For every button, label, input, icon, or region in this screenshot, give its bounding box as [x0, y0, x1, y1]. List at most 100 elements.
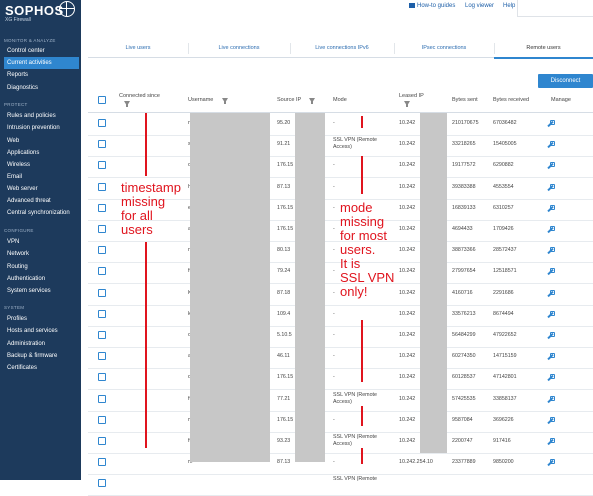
brand-logo[interactable]: SOPHOS XG Firewall: [5, 3, 64, 23]
row-checkbox[interactable]: [98, 225, 106, 233]
manage-disconnect-icon[interactable]: [547, 353, 555, 360]
select-all-checkbox[interactable]: [98, 96, 106, 104]
sidebar-item-system-services[interactable]: System services: [7, 288, 51, 294]
table-row[interactable]: ft 79.24 - 10.242 27997654 12518571: [88, 261, 593, 285]
table-row[interactable]: K 87.18 - 10.242 4160716 2291686: [88, 283, 593, 306]
sidebar-item-rules[interactable]: Rules and policies: [7, 113, 56, 119]
row-checkbox[interactable]: [98, 437, 106, 445]
manage-disconnect-icon[interactable]: [547, 332, 555, 339]
tab-ipsec-connections[interactable]: IPsec connections: [421, 45, 467, 51]
manage-disconnect-icon[interactable]: [547, 162, 555, 169]
video-icon[interactable]: [409, 3, 415, 8]
filter-icon[interactable]: [124, 101, 130, 107]
row-checkbox[interactable]: [98, 203, 106, 212]
manage-disconnect-icon[interactable]: [547, 416, 555, 424]
how-to-guides-link[interactable]: How-to guides: [417, 3, 456, 9]
table-row[interactable]: d 176.15 - 10.242 60128537 47142801: [88, 367, 593, 391]
sidebar-item-profiles[interactable]: Profiles: [7, 316, 28, 322]
manage-disconnect-icon[interactable]: [547, 226, 555, 233]
disconnect-button[interactable]: Disconnect: [538, 74, 593, 88]
sidebar-item-advanced-threat[interactable]: Advanced threat: [7, 198, 51, 204]
table-row[interactable]: a 176.15 - 10.242 4694433 1709426: [88, 219, 593, 242]
row-checkbox[interactable]: [98, 309, 106, 318]
row-checkbox[interactable]: [98, 182, 106, 191]
manage-disconnect-icon[interactable]: [547, 395, 555, 403]
header-username[interactable]: Username: [188, 97, 214, 103]
sidebar-item-diagnostics[interactable]: Diagnostics: [7, 85, 39, 91]
sidebar-item-central-sync[interactable]: Central synchronization: [7, 210, 70, 216]
row-checkbox[interactable]: [98, 373, 106, 382]
sidebar-item-routing[interactable]: Routing: [7, 264, 28, 270]
sidebar-item-wireless[interactable]: Wireless: [7, 162, 31, 168]
row-checkbox[interactable]: [98, 161, 106, 170]
sidebar-item-current-activities[interactable]: Current activities: [4, 57, 79, 69]
sidebar-item-control-center[interactable]: Control center: [7, 48, 45, 54]
sidebar-item-administration[interactable]: Administration: [7, 341, 46, 347]
sidebar-item-reports[interactable]: Reports: [7, 72, 29, 78]
manage-disconnect-icon[interactable]: [547, 289, 555, 297]
row-checkbox[interactable]: [98, 394, 106, 403]
sidebar-item-vpn[interactable]: VPN: [7, 239, 20, 245]
admin-menu[interactable]: [517, 0, 593, 17]
header-bytes-sent[interactable]: Bytes sent: [452, 97, 478, 103]
table-row[interactable]: a 46.11 - 10.242 60274350 14715159: [88, 346, 593, 370]
header-mode[interactable]: Mode: [333, 97, 347, 103]
manage-disconnect-icon[interactable]: [547, 183, 555, 191]
sidebar-item-hosts-services[interactable]: Hosts and services: [7, 328, 58, 334]
sidebar-item-web[interactable]: Web: [7, 138, 20, 144]
table-row[interactable]: e 176.15 - 10.242 16839133 6310257: [88, 198, 593, 221]
tab-live-users[interactable]: Live users: [125, 45, 151, 51]
header-source-ip[interactable]: Source IP: [277, 97, 302, 103]
table-row[interactable]: n 95.20 - 10.242 210170675 67036482: [88, 113, 593, 136]
help-link[interactable]: Help: [503, 3, 516, 9]
table-row[interactable]: s 91.21 SSL VPN (Remote Access) 10.242 33218…: [88, 134, 593, 158]
manage-disconnect-icon[interactable]: [547, 459, 555, 466]
row-checkbox[interactable]: [98, 458, 106, 467]
filter-icon[interactable]: [222, 98, 228, 104]
row-checkbox[interactable]: [98, 415, 106, 424]
filter-icon[interactable]: [404, 101, 410, 107]
manage-disconnect-icon[interactable]: [547, 247, 555, 254]
header-bytes-received[interactable]: Bytes received: [493, 97, 530, 103]
row-checkbox[interactable]: [98, 246, 106, 255]
table-row[interactable]: ft 93.23 SSL VPN (Remote Access) 10.242 2200…: [88, 431, 593, 454]
table-row[interactable]: SSL VPN (Remote: [88, 473, 593, 496]
table-row[interactable]: n 80.13 - 10.242 38873366 28572437: [88, 240, 593, 264]
sidebar-item-ips[interactable]: Intrusion prevention: [7, 125, 60, 131]
manage-disconnect-icon[interactable]: [547, 141, 555, 148]
tab-remote-users[interactable]: Remote users: [494, 40, 593, 59]
table-row[interactable]: o 176.15 - 10.242 19177572 6290882: [88, 155, 593, 179]
sidebar-item-backup-firmware[interactable]: Backup & firmware: [7, 353, 58, 359]
tab-live-connections[interactable]: Live connections: [218, 45, 260, 51]
manage-disconnect-icon[interactable]: [547, 438, 555, 445]
row-checkbox[interactable]: [98, 267, 106, 276]
row-checkbox[interactable]: [98, 331, 106, 339]
row-checkbox[interactable]: [98, 479, 106, 488]
manage-disconnect-icon[interactable]: [547, 204, 555, 212]
sidebar-item-web-server[interactable]: Web server: [7, 186, 38, 192]
row-checkbox[interactable]: [98, 119, 106, 127]
header-leased-ip[interactable]: Leased IP: [399, 93, 424, 99]
row-checkbox[interactable]: [98, 140, 106, 149]
sidebar-item-certificates[interactable]: Certificates: [7, 365, 38, 371]
row-checkbox[interactable]: [98, 352, 106, 361]
sidebar-item-applications[interactable]: Applications: [7, 150, 40, 156]
table-row[interactable]: h 87.13 - 10.242 39383388 4553554: [88, 177, 593, 200]
header-connected-since[interactable]: Connected since: [119, 93, 160, 99]
sidebar-item-authentication[interactable]: Authentication: [7, 276, 46, 282]
tab-live-connections-ipv6[interactable]: Live connections IPv6: [315, 45, 369, 51]
manage-disconnect-icon[interactable]: [547, 374, 555, 381]
manage-disconnect-icon[interactable]: [547, 310, 555, 318]
sidebar-item-email[interactable]: Email: [7, 174, 23, 180]
manage-disconnect-icon[interactable]: [547, 120, 555, 127]
table-row[interactable]: m 87.13 - 10.242.254.10 23377889 9850200: [88, 452, 593, 476]
filter-icon[interactable]: [309, 98, 315, 104]
manage-disconnect-icon[interactable]: [547, 268, 555, 275]
row-checkbox[interactable]: [98, 288, 106, 297]
log-viewer-link[interactable]: Log viewer: [465, 3, 495, 9]
sidebar-item-network[interactable]: Network: [7, 251, 30, 257]
table-row[interactable]: o 5.10.5 - 10.242 56484299 47922652: [88, 325, 593, 348]
